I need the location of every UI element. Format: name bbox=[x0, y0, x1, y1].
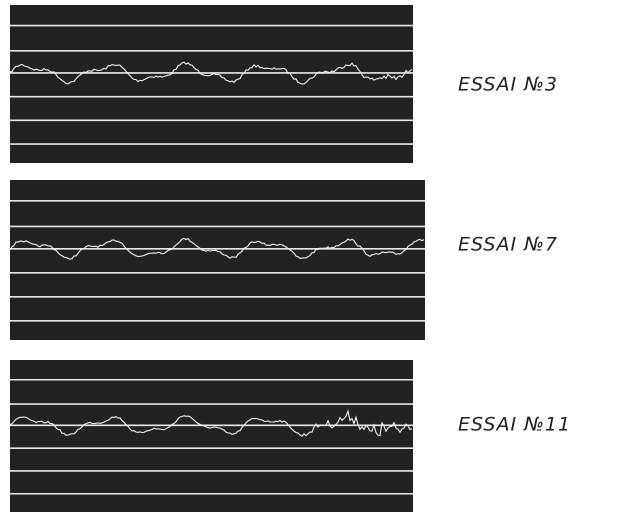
oscillogram bbox=[9, 180, 425, 340]
panel-background bbox=[10, 5, 413, 163]
oscillogram bbox=[10, 5, 413, 163]
signal-trace bbox=[9, 409, 413, 437]
trial-label: ESSAI №7 bbox=[458, 234, 558, 256]
trial-label: ESSAI №3 bbox=[458, 74, 558, 96]
signal-trace bbox=[10, 61, 413, 85]
panel-background bbox=[10, 180, 425, 340]
oscillogram bbox=[9, 360, 413, 512]
panel-background bbox=[10, 360, 413, 512]
signal-trace bbox=[9, 237, 425, 260]
trial-label: ESSAI №11 bbox=[458, 414, 571, 436]
